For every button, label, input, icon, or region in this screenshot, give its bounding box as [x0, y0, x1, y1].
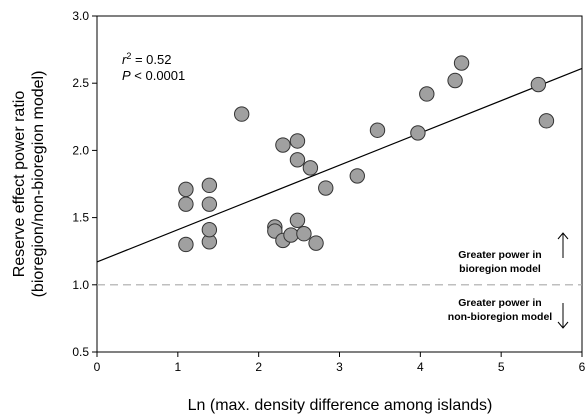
lower-annotation-line-2: non-bioregion model — [448, 311, 552, 323]
data-point — [318, 180, 334, 196]
data-point — [296, 226, 312, 242]
x-tick-label: 3 — [336, 360, 343, 374]
data-point — [201, 196, 218, 212]
data-point — [410, 125, 426, 141]
data-point — [201, 177, 218, 194]
data-point — [275, 137, 291, 153]
r-squared-text: r2 = 0.52 — [122, 51, 171, 67]
data-point — [178, 181, 194, 198]
data-point — [349, 168, 365, 184]
data-point — [447, 72, 463, 89]
upper-annotation-line-2: bioregion model — [459, 263, 541, 275]
power-annotations: Greater power in bioregion model Greater… — [448, 232, 569, 329]
data-points — [178, 55, 555, 253]
upper-annotation-line-1: Greater power in — [458, 249, 541, 261]
y-tick-label: 2.0 — [72, 143, 89, 157]
x-tick-label: 1 — [174, 360, 181, 374]
x-axis-title: Ln (max. density difference among island… — [188, 397, 493, 414]
y-tick-label: 3.0 — [72, 9, 89, 23]
y-axis-title-line-1: Reserve effect power ratio — [11, 91, 28, 278]
lower-annotation-line-1: Greater power in — [458, 297, 541, 309]
chart-lines — [96, 67, 583, 286]
axes: 0 1 2 3 4 5 6 0.5 1.0 1.5 2.0 2.5 3.0 — [72, 9, 585, 374]
data-point — [530, 76, 547, 93]
data-point — [289, 212, 306, 228]
data-point — [233, 106, 250, 122]
y-tick-label: 1.5 — [72, 211, 89, 225]
data-point — [289, 133, 306, 149]
p-value-text: P < 0.0001 — [122, 68, 185, 83]
down-arrow-icon — [557, 303, 569, 329]
x-tick-label: 6 — [579, 360, 585, 374]
data-point — [302, 160, 319, 176]
y-axis-title-line-2: (bioregion/non-bioregion model) — [30, 71, 47, 298]
y-tick-label: 1.0 — [72, 278, 89, 292]
data-point — [201, 221, 218, 238]
data-point — [419, 86, 435, 102]
data-point — [369, 122, 386, 138]
data-point — [308, 235, 324, 251]
data-point — [178, 236, 194, 253]
x-tick-label: 5 — [498, 360, 505, 374]
data-point — [453, 55, 470, 71]
regression-line — [96, 67, 583, 263]
up-arrow-icon — [557, 232, 569, 258]
x-tick-label: 2 — [255, 360, 262, 374]
y-tick-label: 0.5 — [72, 345, 89, 359]
data-point — [283, 227, 299, 243]
y-tick-label: 2.5 — [72, 76, 89, 90]
data-point — [538, 113, 555, 129]
data-point — [289, 152, 306, 168]
x-tick-label: 4 — [417, 360, 424, 374]
x-tick-label: 0 — [94, 360, 101, 374]
data-point — [178, 196, 194, 212]
stats-annotation: r2 = 0.52 P < 0.0001 — [122, 51, 185, 83]
